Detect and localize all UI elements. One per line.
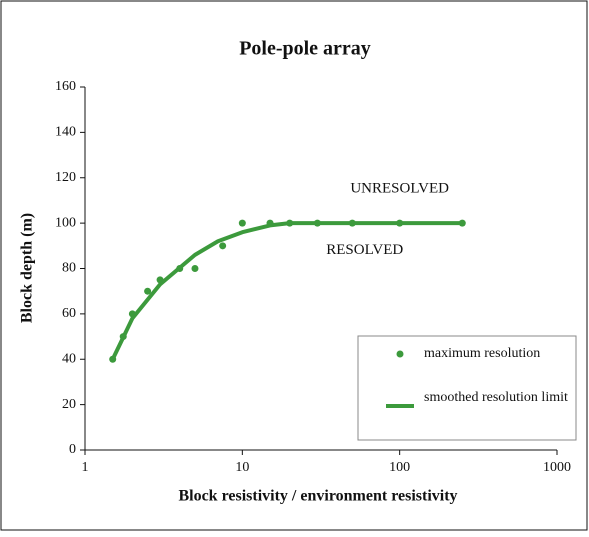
y-tick-label: 0 [69,442,76,457]
chart-title: Pole-pole array [239,38,371,60]
line-series [110,221,463,361]
x-axis-label: Block resistivity / environment resistiv… [178,488,457,505]
y-tick-label: 120 [55,170,76,185]
y-tick-label: 60 [62,306,76,321]
y-tick-label: 140 [55,125,76,140]
x-tick-label: 10 [235,460,249,475]
y-tick-label: 160 [55,79,76,94]
y-tick-label: 80 [62,261,76,276]
legend-swatch [396,350,404,358]
y-tick-label: 100 [55,215,76,230]
y-tick-label: 40 [62,351,76,366]
point [238,219,246,227]
x-tick-label: 1000 [543,460,571,475]
point [144,287,152,295]
x-tick-label: 1 [82,460,89,475]
y-tick-label: 20 [62,397,76,412]
annotation: UNRESOLVED [350,181,449,197]
annotation: RESOLVED [326,242,403,258]
legend-entry: smoothed resolution limit [424,390,568,405]
point [219,242,227,250]
x-tick-label: 100 [389,460,410,475]
legend-entry: maximum resolution [424,346,541,361]
legend-label: smoothed resolution limit [424,390,568,405]
legend-label: maximum resolution [424,346,541,361]
point [191,265,199,272]
y-axis-label: Block depth (m) [19,213,36,323]
legend-box [357,335,577,441]
